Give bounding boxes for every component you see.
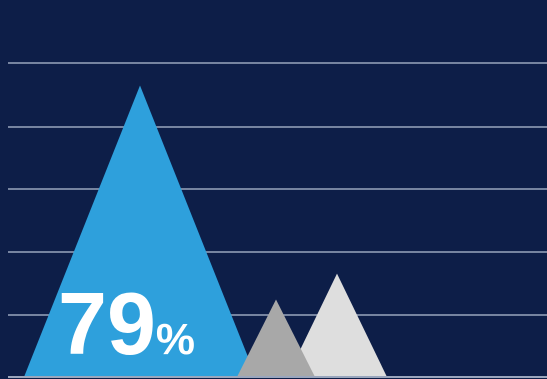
data-label-number: 79 [58, 274, 156, 373]
triangle-bar-3 [287, 273, 387, 377]
marks [24, 85, 387, 378]
data-label-79: 79% [58, 274, 195, 373]
triangle-bar-1 [24, 85, 256, 378]
data-label-unit: % [156, 315, 195, 364]
triangle-bar-2 [237, 299, 315, 377]
